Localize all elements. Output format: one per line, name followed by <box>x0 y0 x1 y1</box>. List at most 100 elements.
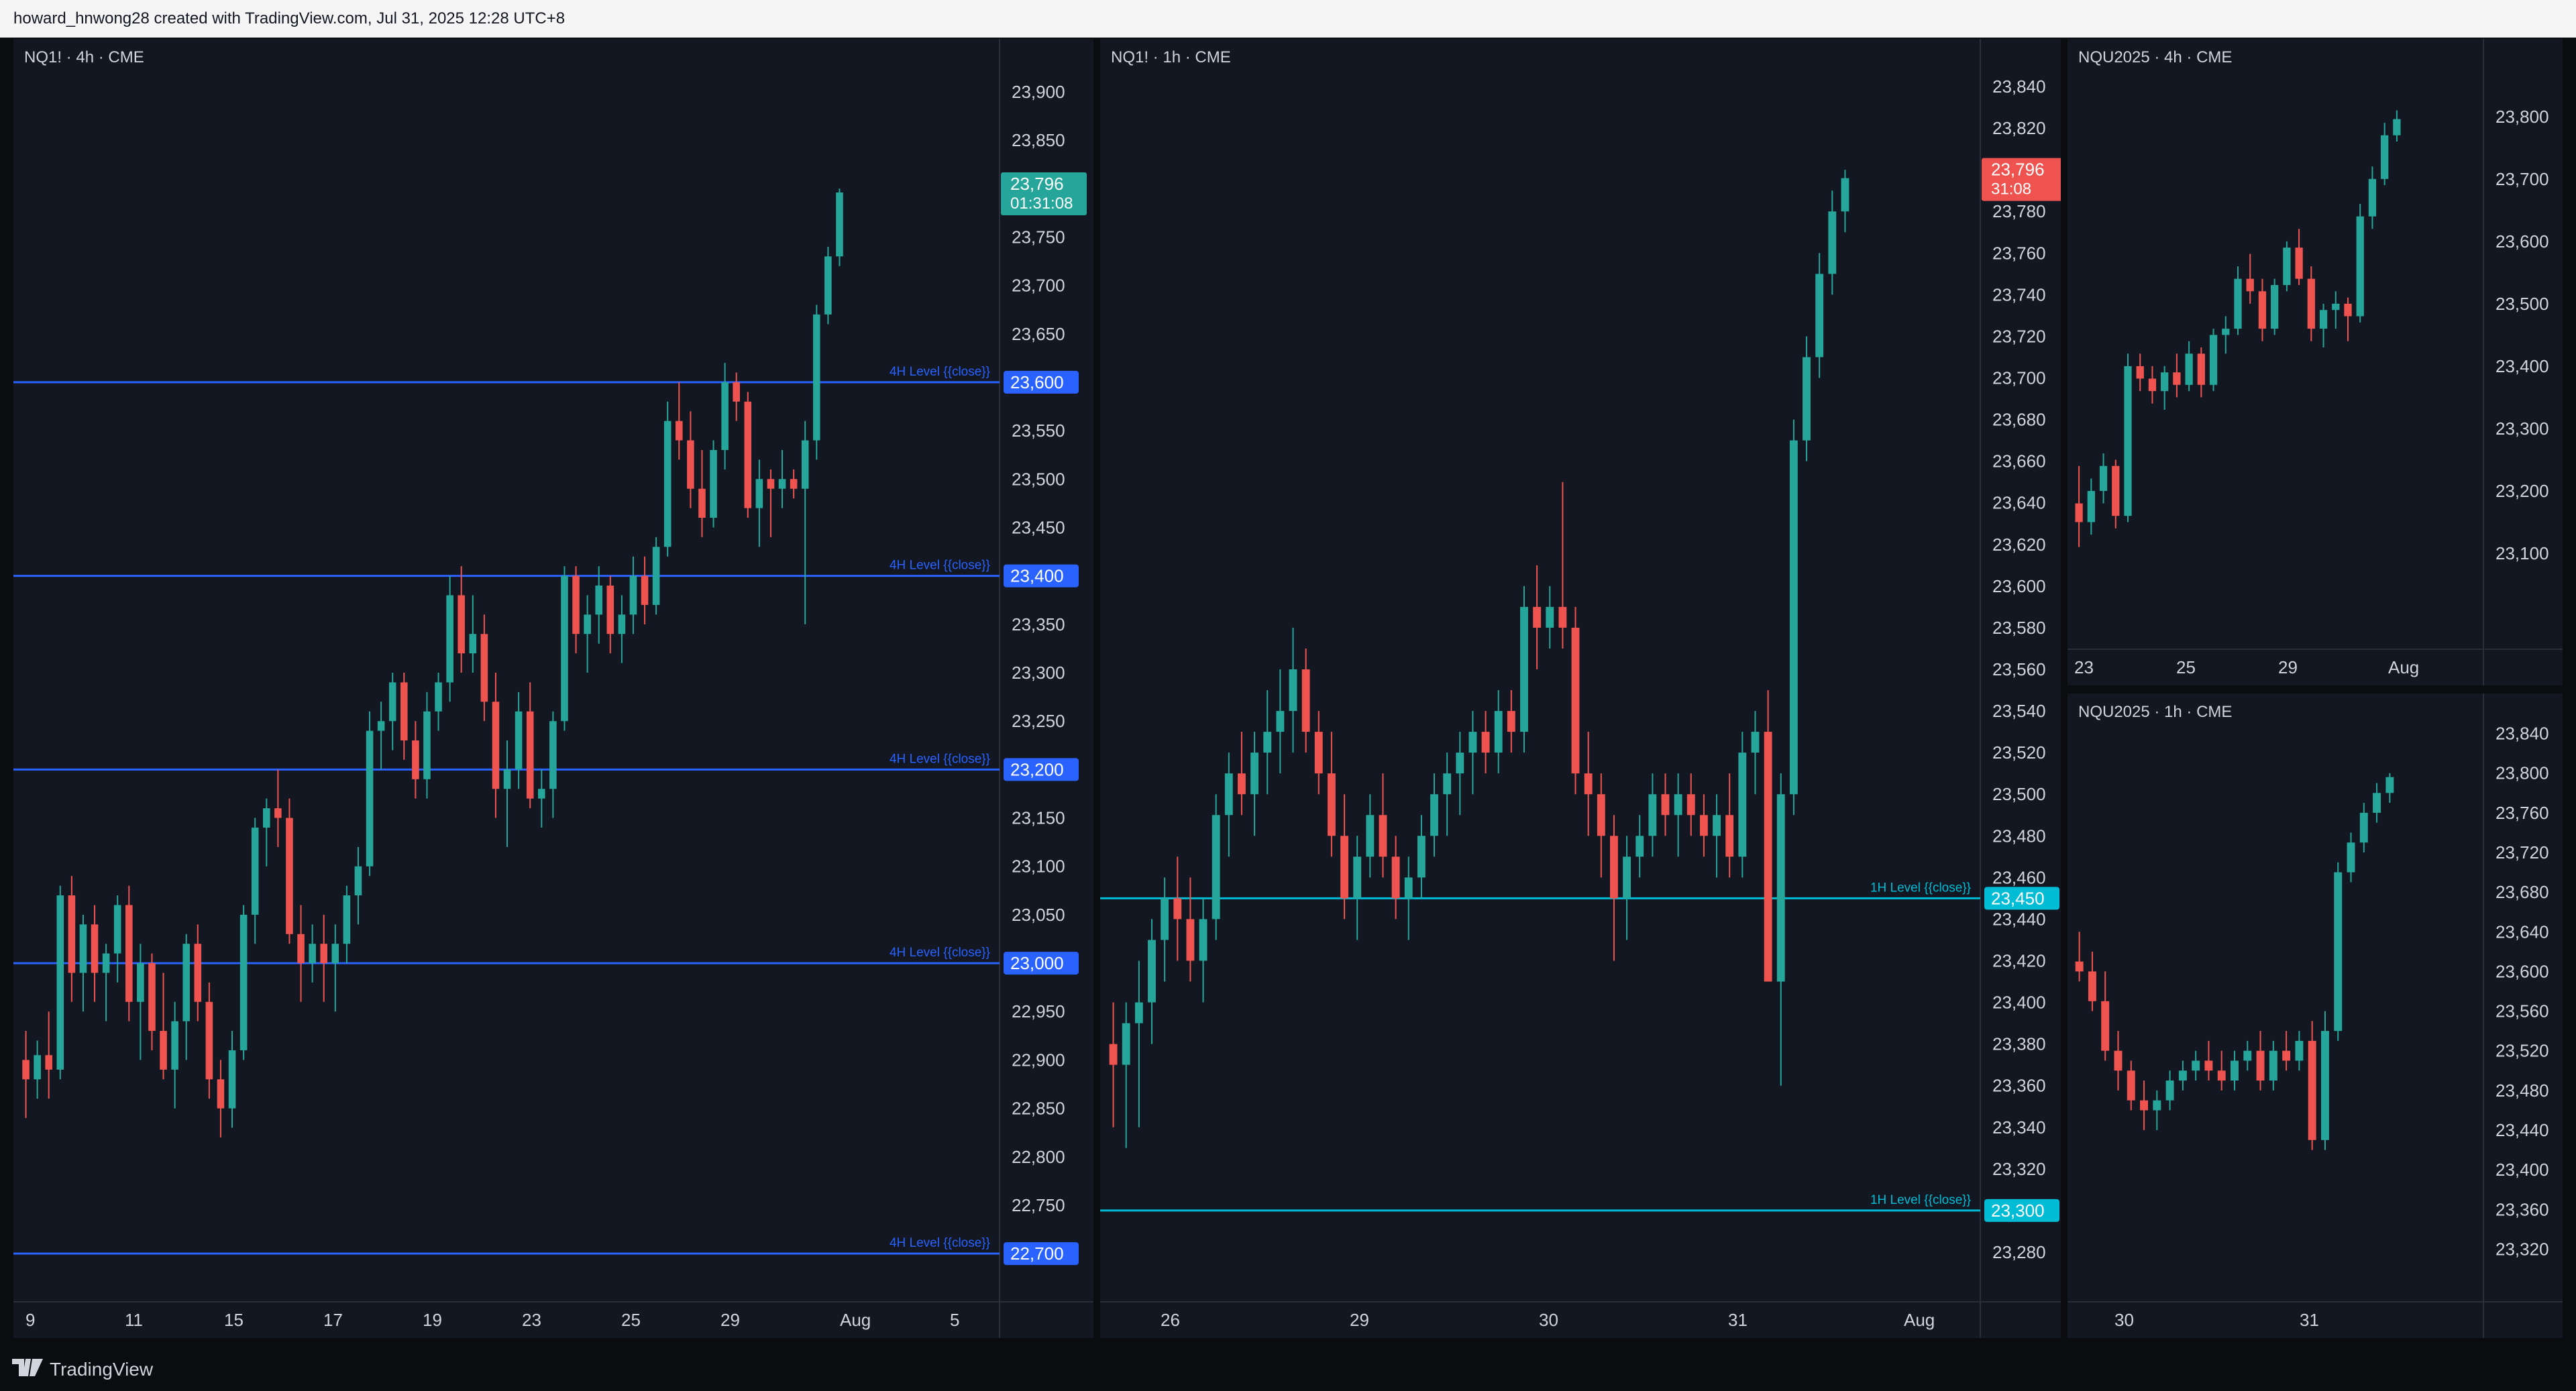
candle-body <box>675 421 683 441</box>
candle-body <box>286 818 293 934</box>
candle-body <box>824 256 832 315</box>
candlestick-chart[interactable]: 23,800 23,700 23,600 23,500 23,400 23,300 23,2… <box>2068 39 2563 685</box>
price-axis-tick: 23,760 <box>1992 243 2046 263</box>
time-axis-tick: 9 <box>25 1310 35 1330</box>
price-axis-tick: 23,780 <box>1992 201 2046 221</box>
candle-body <box>2185 353 2193 385</box>
candle-body <box>1340 836 1348 899</box>
time-axis-tick: 26 <box>1161 1310 1180 1330</box>
price-axis-tick: 23,540 <box>1992 701 2046 721</box>
level-label: 4H Level {{close}} <box>890 946 990 960</box>
candle-body <box>2178 1070 2187 1081</box>
candle-body <box>1661 794 1670 816</box>
candle-body <box>2347 842 2355 873</box>
candle-body <box>148 963 156 1032</box>
chart-panel-nqu-4h[interactable]: 23,800 23,700 23,600 23,500 23,400 23,300 23,2… <box>2068 39 2563 685</box>
candle-body <box>2295 247 2303 279</box>
candle-body <box>1674 794 1682 816</box>
candle-body <box>2075 503 2083 522</box>
price-axis-tick: 23,500 <box>1992 784 2046 804</box>
candlestick-chart[interactable]: 23,84023,82023,80023,78023,76023,74023,7… <box>1100 39 2061 1338</box>
candle-body <box>1224 773 1233 816</box>
candle-body <box>2243 1050 2252 1061</box>
tradingview-brand[interactable]: TradingView <box>12 1358 153 1380</box>
bar-countdown: 01:31:08 <box>1010 194 1073 213</box>
candle-body <box>503 769 511 789</box>
candle-body <box>2334 872 2343 1032</box>
price-axis-tick: 23,600 <box>1992 576 2046 596</box>
candle-body <box>45 1055 53 1070</box>
candlestick-chart[interactable]: 23,840 23,800 23,760 23,720 23,680 23,640 23,6… <box>2068 693 2563 1338</box>
candle-body <box>34 1055 41 1080</box>
candle-body <box>744 401 752 508</box>
price-axis-tick: 23,840 <box>2496 724 2549 744</box>
chart-panel-nqu-1h[interactable]: 23,840 23,800 23,760 23,720 23,680 23,640 23,6… <box>2068 693 2563 1338</box>
candle-body <box>160 1031 167 1070</box>
candle-body <box>1597 794 1605 836</box>
candle-body <box>2258 291 2267 329</box>
time-axis-tick: 25 <box>621 1310 641 1330</box>
candle-body <box>2192 1060 2200 1071</box>
candle-body <box>1199 919 1208 961</box>
candle-body <box>492 702 500 789</box>
candle-body <box>125 905 133 1002</box>
level-label: 1H Level {{close}} <box>1870 881 1971 895</box>
candle-body <box>2356 216 2364 317</box>
price-axis-tick: 23,680 <box>2496 882 2549 902</box>
price-axis-tick: 23,300 <box>1012 663 1065 683</box>
candle-body <box>1686 794 1695 816</box>
candle-body <box>2256 1050 2265 1081</box>
level-price-tag <box>1004 952 1079 975</box>
level-price-tag <box>1004 370 1079 394</box>
header-attribution: howard_hnwong28 created with TradingView… <box>0 0 2576 38</box>
candle-body <box>366 730 374 867</box>
price-axis-tick: 23,720 <box>2496 842 2549 863</box>
level-label: 4H Level {{close}} <box>890 752 990 766</box>
time-axis-tick: 31 <box>2300 1310 2319 1330</box>
price-axis-tick: 23,500 <box>1012 469 1065 489</box>
candle-body <box>1173 898 1182 920</box>
candle-body <box>1301 669 1310 732</box>
price-axis-tick: 23,640 <box>1992 493 2046 513</box>
price-axis-tick: 23,660 <box>1992 451 2046 471</box>
chart-title: NQ1! · 1h · CME <box>1111 48 1231 66</box>
level-price-text: 23,400 <box>1010 566 1064 586</box>
candlestick-chart[interactable]: 23,90023,85023,80023,75023,70023,65023,6… <box>13 39 1093 1338</box>
candle-body <box>423 711 431 779</box>
candle-body <box>194 944 202 1002</box>
candle-body <box>1776 794 1785 982</box>
price-axis-tick: 23,360 <box>1992 1076 2046 1096</box>
level-price-text: 23,450 <box>1991 888 2045 908</box>
candle-body <box>641 575 649 605</box>
candle-body <box>2332 303 2340 311</box>
candle-body <box>113 905 121 954</box>
candle-body <box>2234 278 2242 329</box>
candle-body <box>2140 1100 2149 1111</box>
candle-body <box>435 682 442 712</box>
candle-body <box>2368 178 2377 217</box>
candle-body <box>767 479 775 489</box>
candle-body <box>2204 1060 2213 1071</box>
candle-body <box>2153 1100 2161 1111</box>
price-axis-tick: 22,800 <box>1012 1147 1065 1167</box>
candle-body <box>2295 1040 2304 1061</box>
chart-panel-nq-4h[interactable]: 23,90023,85023,80023,75023,70023,65023,6… <box>13 39 1093 1338</box>
candle-body <box>1186 919 1195 961</box>
candle-body <box>2269 1050 2277 1081</box>
time-axis-tick: 31 <box>1728 1310 1748 1330</box>
price-axis-tick: 23,350 <box>1012 614 1065 634</box>
candle-body <box>1713 815 1721 836</box>
level-price-tag <box>1004 1242 1079 1266</box>
price-axis-tick: 23,440 <box>1992 909 2046 929</box>
price-axis-tick: 23,480 <box>1992 826 2046 846</box>
candle-body <box>755 479 763 508</box>
candle-body <box>1828 211 1837 274</box>
price-axis-tick: 23,600 <box>2496 231 2549 252</box>
chart-panel-nq-1h[interactable]: 23,84023,82023,80023,78023,76023,74023,7… <box>1100 39 2061 1338</box>
candle-body <box>2087 490 2095 522</box>
price-axis-tick: 23,800 <box>2496 107 2549 127</box>
candle-body <box>1134 1002 1143 1023</box>
candle-body <box>663 421 672 547</box>
candle-body <box>2197 353 2205 385</box>
candle-body <box>2320 1031 2329 1140</box>
